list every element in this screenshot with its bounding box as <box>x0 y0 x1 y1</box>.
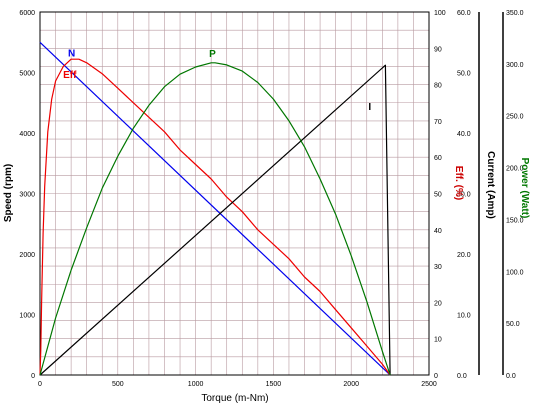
curve-label-eff: Eff <box>63 70 77 81</box>
efficiency-tick-label: 50 <box>434 192 442 199</box>
current-tick-label: 0.0 <box>457 373 467 380</box>
data-series <box>39 41 391 376</box>
speed-tick-label: 4000 <box>19 131 35 138</box>
x-tick-label: 2000 <box>343 381 359 388</box>
current-tick-label: 40.0 <box>457 131 471 138</box>
efficiency-tick-label: 70 <box>434 119 442 126</box>
speed-tick-label: 3000 <box>19 192 35 199</box>
tick-labels: 0 500 1000 1500 2000 250001000200030004000500… <box>19 10 523 388</box>
efficiency-tick-label: 20 <box>434 300 442 307</box>
power-tick-label: 50.0 <box>506 321 520 328</box>
speed-tick-label: 1000 <box>19 313 35 320</box>
current-tick-label: 10.0 <box>457 313 471 320</box>
speed-tick-label: 5000 <box>19 71 35 78</box>
efficiency-axis-label: Eff. (%) <box>453 166 464 200</box>
current-axis-label: Current (Amp) <box>485 151 496 219</box>
power-tick-label: 100.0 <box>506 269 524 276</box>
series-n-line <box>39 41 391 376</box>
efficiency-tick-label: 90 <box>434 46 442 53</box>
series-i-line <box>39 64 391 376</box>
efficiency-tick-label: 60 <box>434 155 442 162</box>
curve-label-p: P <box>209 49 216 60</box>
x-axis-label: Torque (m-Nm) <box>201 393 268 404</box>
efficiency-tick-label: 0 <box>434 373 438 380</box>
efficiency-tick-label: 30 <box>434 264 442 271</box>
efficiency-tick-label: 40 <box>434 228 442 235</box>
curve-label-n: N <box>68 48 75 59</box>
power-tick-label: 200.0 <box>506 166 524 173</box>
power-tick-label: 250.0 <box>506 114 524 121</box>
speed-axis-label: Speed (rpm) <box>3 164 14 222</box>
current-tick-label: 30.0 <box>457 192 471 199</box>
current-tick-label: 60.0 <box>457 10 471 17</box>
x-tick-label: 0 <box>38 381 42 388</box>
plot-border <box>39 11 430 376</box>
current-tick-label: 20.0 <box>457 252 471 259</box>
speed-tick-label: 6000 <box>19 10 35 17</box>
curve-labels: N Eff P I <box>63 48 371 113</box>
x-tick-label: 2500 <box>421 381 437 388</box>
x-tick-label: 1500 <box>266 381 282 388</box>
grid-lines <box>40 12 429 375</box>
power-tick-label: 150.0 <box>506 217 524 224</box>
series-p-line <box>39 62 391 376</box>
series-eff-line <box>39 58 391 376</box>
current-tick-label: 50.0 <box>457 71 471 78</box>
power-tick-label: 0.0 <box>506 373 516 380</box>
plot-frame <box>39 11 504 376</box>
efficiency-tick-label: 10 <box>434 337 442 344</box>
power-axis-label: Power (Watt) <box>519 158 530 219</box>
efficiency-tick-label: 80 <box>434 83 442 90</box>
efficiency-tick-label: 100 <box>434 10 446 17</box>
power-tick-label: 350.0 <box>506 10 524 17</box>
power-tick-label: 300.0 <box>506 62 524 69</box>
x-tick-label: 1000 <box>188 381 204 388</box>
curve-label-i: I <box>368 102 371 113</box>
speed-tick-label: 0 <box>31 373 35 380</box>
speed-tick-label: 2000 <box>19 252 35 259</box>
x-tick-label: 500 <box>112 381 124 388</box>
